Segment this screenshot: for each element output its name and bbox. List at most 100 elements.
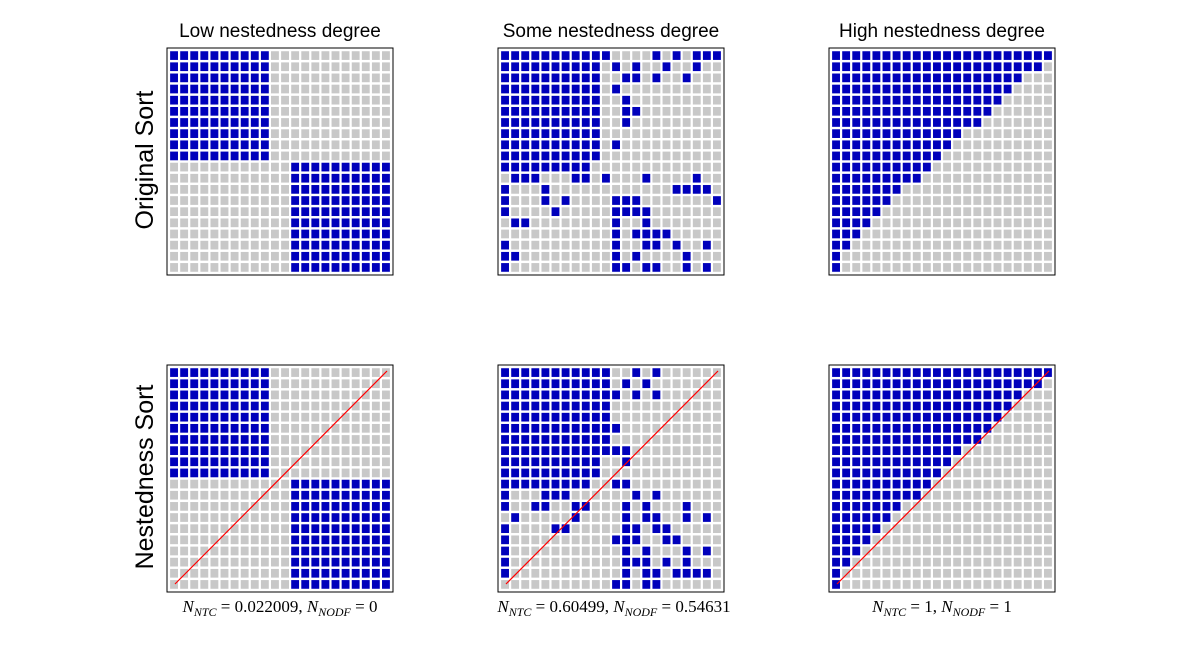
matrix-cell-empty — [291, 368, 300, 377]
matrix-cell-empty — [1023, 535, 1032, 545]
matrix-cell-filled — [361, 263, 370, 272]
matrix-cell-empty — [602, 502, 610, 511]
matrix-cell-filled — [220, 435, 229, 444]
matrix-cell-filled — [612, 535, 620, 545]
matrix-cell-empty — [692, 368, 701, 377]
matrix-cell-filled — [872, 95, 881, 105]
matrix-cell-filled — [240, 457, 249, 467]
matrix-cell-empty — [180, 502, 189, 511]
matrix-cell-filled — [922, 390, 931, 400]
matrix-cell-empty — [912, 207, 921, 217]
matrix-cell-empty — [612, 51, 620, 60]
matrix-cell-filled — [912, 446, 921, 455]
matrix-cell-empty — [702, 106, 711, 116]
matrix-cell-empty — [271, 218, 279, 228]
matrix-cell-empty — [612, 151, 620, 161]
matrix-cell-filled — [642, 207, 651, 217]
matrix-cell-empty — [180, 479, 189, 489]
matrix-cell-empty — [591, 490, 600, 500]
matrix-cell-filled — [230, 379, 239, 389]
matrix-cell-empty — [541, 240, 550, 250]
matrix-cell-empty — [271, 73, 279, 83]
matrix-cell-filled — [581, 457, 590, 467]
matrix-cell-filled — [511, 423, 520, 433]
matrix-cell-filled — [371, 263, 380, 272]
matrix-cell-empty — [591, 263, 600, 272]
matrix-cell-filled — [642, 557, 651, 567]
matrix-cell-filled — [531, 457, 540, 467]
matrix-cell-empty — [531, 207, 540, 217]
matrix-cell-empty — [281, 263, 289, 272]
matrix-cell-empty — [1044, 229, 1052, 239]
matrix-cell-empty — [1013, 118, 1022, 127]
matrix-cell-filled — [963, 95, 972, 105]
matrix-cell-filled — [210, 435, 219, 444]
matrix-cell-empty — [230, 240, 239, 250]
matrix-cell-filled — [361, 251, 370, 261]
matrix-cell-empty — [240, 251, 249, 261]
matrix-cell-filled — [260, 73, 269, 83]
matrix-cell-filled — [361, 568, 370, 578]
matrix-cell-filled — [321, 546, 330, 556]
matrix-cell-filled — [1003, 73, 1012, 83]
matrix-cell-empty — [210, 513, 219, 522]
matrix-cell-filled — [170, 401, 178, 411]
matrix-cell-filled — [832, 435, 840, 444]
matrix-cell-filled — [301, 196, 310, 205]
matrix-cell-empty — [612, 457, 620, 467]
matrix-cell-empty — [551, 185, 560, 194]
matrix-cell-empty — [652, 196, 661, 205]
matrix-cell-filled — [250, 457, 259, 467]
matrix-cell-empty — [281, 368, 289, 377]
row-label-original-sort: Original Sort — [131, 90, 159, 229]
matrix-cell-empty — [602, 524, 610, 534]
matrix-cell-filled — [882, 62, 891, 72]
matrix-cell-empty — [250, 524, 259, 534]
matrix-cell-empty — [170, 263, 178, 272]
matrix-cell-empty — [511, 557, 520, 567]
matrix-cell-empty — [842, 263, 851, 272]
matrix-cell-empty — [672, 524, 681, 534]
matrix-cell-filled — [602, 412, 610, 422]
matrix-cell-empty — [271, 412, 279, 422]
matrix-cell-empty — [260, 546, 269, 556]
matrix-cell-filled — [200, 457, 209, 467]
matrix-cell-empty — [973, 502, 982, 511]
matrix-cell-empty — [713, 513, 721, 522]
matrix-cell-empty — [382, 151, 390, 161]
matrix-cell-filled — [200, 95, 209, 105]
matrix-cell-empty — [260, 207, 269, 217]
matrix-cell-empty — [943, 580, 951, 589]
matrix-cell-filled — [832, 423, 840, 433]
matrix-cell-empty — [963, 151, 972, 161]
matrix-cell-filled — [692, 51, 701, 60]
matrix-cell-filled — [622, 568, 631, 578]
matrix-cell-filled — [341, 524, 350, 534]
matrix-cell-empty — [713, 580, 721, 589]
matrix-cell-filled — [652, 73, 661, 83]
matrix-cell-empty — [531, 240, 540, 250]
matrix-cell-empty — [943, 173, 951, 183]
matrix-cell-empty — [702, 368, 711, 377]
matrix-cell-empty — [612, 379, 620, 389]
matrix-cell-filled — [321, 502, 330, 511]
matrix-cell-empty — [632, 218, 641, 228]
matrix-cell-filled — [652, 51, 661, 60]
matrix-cell-filled — [250, 423, 259, 433]
matrix-cell-empty — [632, 446, 641, 455]
matrix-cell-filled — [912, 84, 921, 94]
matrix-cell-filled — [351, 580, 360, 589]
matrix-cell-filled — [220, 129, 229, 138]
matrix-cell-filled — [652, 229, 661, 239]
matrix-cell-filled — [902, 173, 911, 183]
matrix-cell-empty — [632, 84, 641, 94]
matrix-cell-empty — [662, 446, 671, 455]
matrix-cell-empty — [1033, 546, 1042, 556]
matrix-cell-empty — [882, 263, 891, 272]
matrix-cell-empty — [682, 468, 691, 478]
matrix-cell-filled — [993, 401, 1002, 411]
matrix-cell-filled — [892, 502, 901, 511]
matrix-cell-filled — [842, 468, 851, 478]
matrix-cell-empty — [973, 524, 982, 534]
matrix-cell-empty — [1033, 468, 1042, 478]
